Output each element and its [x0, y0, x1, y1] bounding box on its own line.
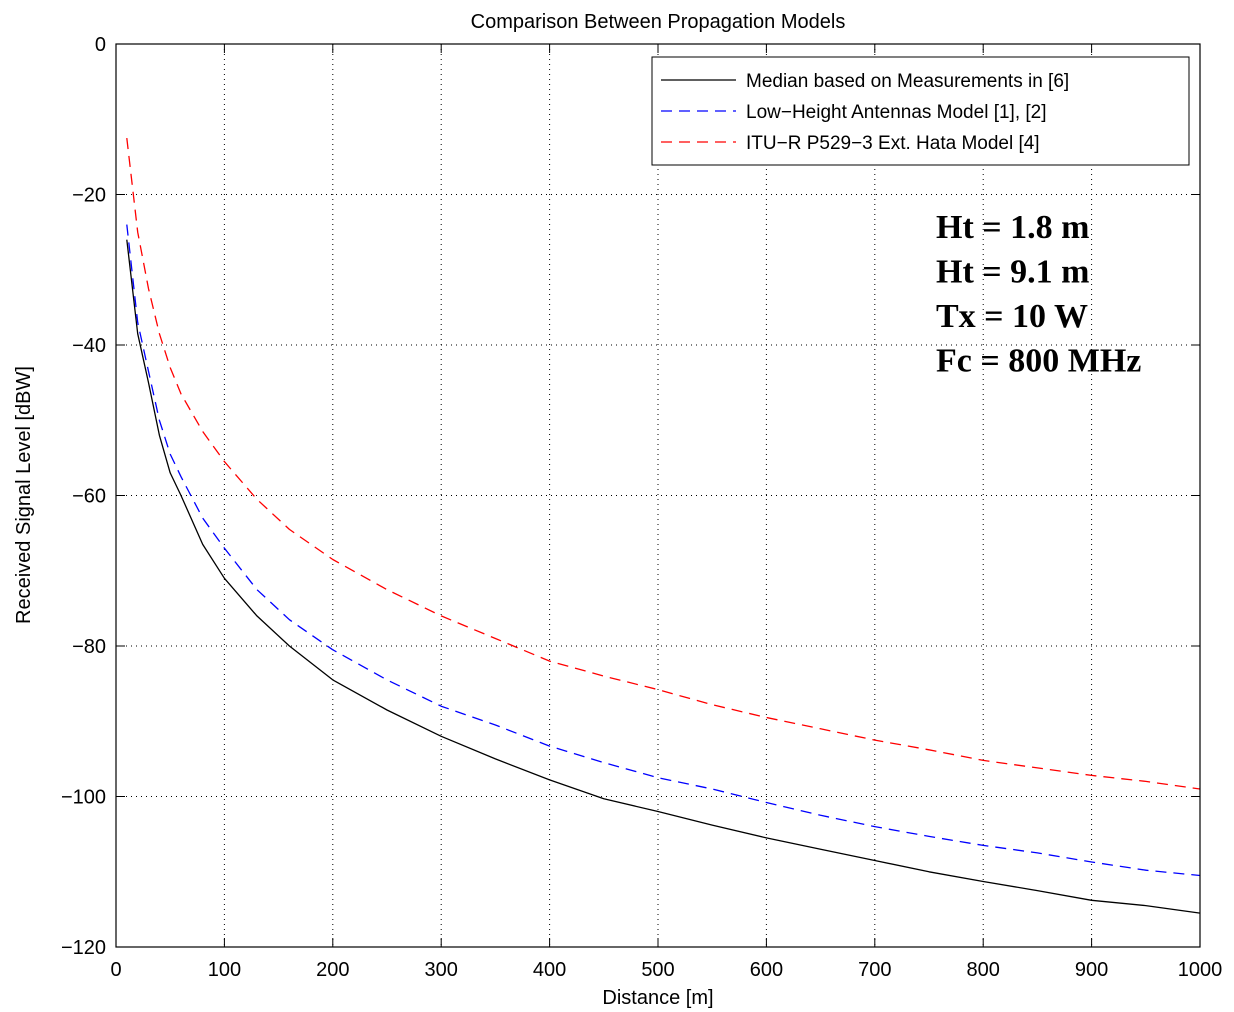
x-tick-label: 900 — [1075, 959, 1108, 981]
x-tick-label: 400 — [533, 959, 566, 981]
x-tick-label: 500 — [641, 959, 674, 981]
y-tick-label: −20 — [72, 185, 106, 207]
legend-label-3: ITU−R P529−3 Ext. Hata Model [4] — [746, 133, 1040, 154]
y-axis-label: Received Signal Level [dBW] — [13, 366, 35, 624]
annotation-line-1: Ht = 1.8 m — [936, 209, 1089, 246]
y-tick-label: −120 — [61, 937, 106, 959]
y-tick-label: −60 — [72, 486, 106, 508]
x-tick-label: 100 — [208, 959, 241, 981]
series-line-2 — [126, 224, 1201, 877]
x-tick-label: 800 — [967, 959, 1000, 981]
series-line-3 — [126, 138, 1201, 790]
x-tick-label: 600 — [750, 959, 783, 981]
y-tick-label: −40 — [72, 335, 106, 357]
axis-ticks: 0 100 200 300 400 500 600 700 800 900 1000 0 −20 −40 −… — [61, 34, 1222, 981]
x-tick-label: 1000 — [1178, 959, 1223, 981]
chart-title: Comparison Between Propagation Models — [471, 11, 846, 33]
parameter-annotations: Ht = 1.8 m Ht = 9.1 m Tx = 10 W Fc = 800 MH… — [936, 209, 1141, 380]
legend-box — [651, 56, 1190, 166]
y-tick-label: −80 — [72, 636, 106, 658]
legend-label-1: Median based on Measurements in [6] — [746, 71, 1069, 92]
annotation-line-2: Ht = 9.1 m — [936, 254, 1089, 291]
x-tick-label: 0 — [110, 959, 121, 981]
y-tick-label: 0 — [95, 34, 106, 56]
series-line-1 — [126, 239, 1201, 914]
grid — [116, 44, 1200, 947]
legend-label-2: Low−Height Antennas Model [1], [2] — [746, 102, 1047, 123]
series-lines — [126, 138, 1201, 914]
annotation-line-3: Tx = 10 W — [936, 298, 1088, 335]
legend: Median based on Measurements in [6] Low−H… — [651, 56, 1190, 166]
x-tick-label: 300 — [425, 959, 458, 981]
x-axis-label: Distance [m] — [602, 987, 713, 1009]
annotation-line-4: Fc = 800 MHz — [936, 343, 1141, 380]
x-tick-label: 700 — [858, 959, 891, 981]
y-tick-label: −100 — [61, 787, 106, 809]
x-tick-label: 200 — [316, 959, 349, 981]
